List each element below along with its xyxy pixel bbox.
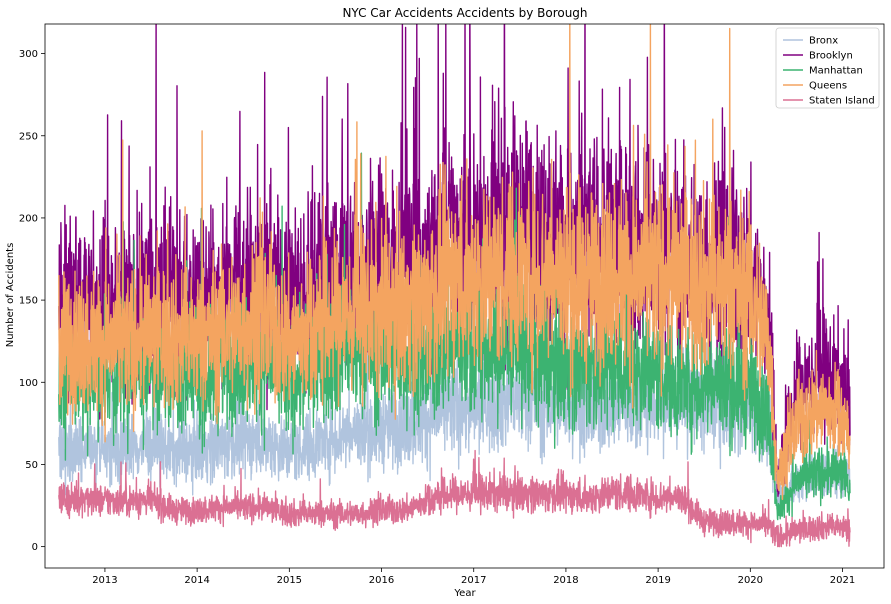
y-tick-label: 250: [19, 131, 38, 142]
legend-label: Queens: [809, 81, 847, 92]
legend: Bronx Brooklyn Manhattan Queens Staten Islan…: [775, 27, 880, 109]
x-tick-label: 2021: [830, 575, 855, 586]
y-tick-label: 200: [19, 213, 38, 224]
y-axis-title: Number of Accidents: [5, 243, 16, 348]
x-tick-label: 2013: [92, 575, 117, 586]
plot-area: [58, 24, 851, 548]
x-tick-label: 2015: [277, 575, 302, 586]
y-tick-label: 50: [25, 460, 38, 471]
x-tick-label: 2016: [369, 575, 394, 586]
x-tick-label: 2020: [738, 575, 763, 586]
x-tick-label: 2017: [461, 575, 486, 586]
x-tick-label: 2019: [645, 575, 670, 586]
chart-title: NYC Car Accidents Accidents by Borough: [342, 6, 587, 20]
y-tick-label: 0: [32, 542, 38, 553]
legend-label: Bronx: [809, 36, 838, 47]
legend-box: [775, 27, 880, 109]
x-tick-label: 2014: [184, 575, 209, 586]
y-tick-label: 300: [19, 49, 38, 60]
y-tick-label: 100: [19, 378, 38, 389]
legend-label: Brooklyn: [809, 51, 853, 62]
x-tick-label: 2018: [553, 575, 578, 586]
legend-label: Manhattan: [809, 66, 863, 77]
axes: 2013 2014 2015 2016 2017 2018 2019 2020 2021 0 50 1…: [19, 23, 885, 586]
series-line-staten-island: [58, 449, 851, 548]
series-line-queens: [58, 24, 851, 501]
y-tick-label: 150: [19, 296, 38, 307]
legend-label: Staten Island: [809, 96, 875, 107]
plot-frame: [44, 23, 885, 569]
x-axis-title: Year: [453, 588, 476, 599]
